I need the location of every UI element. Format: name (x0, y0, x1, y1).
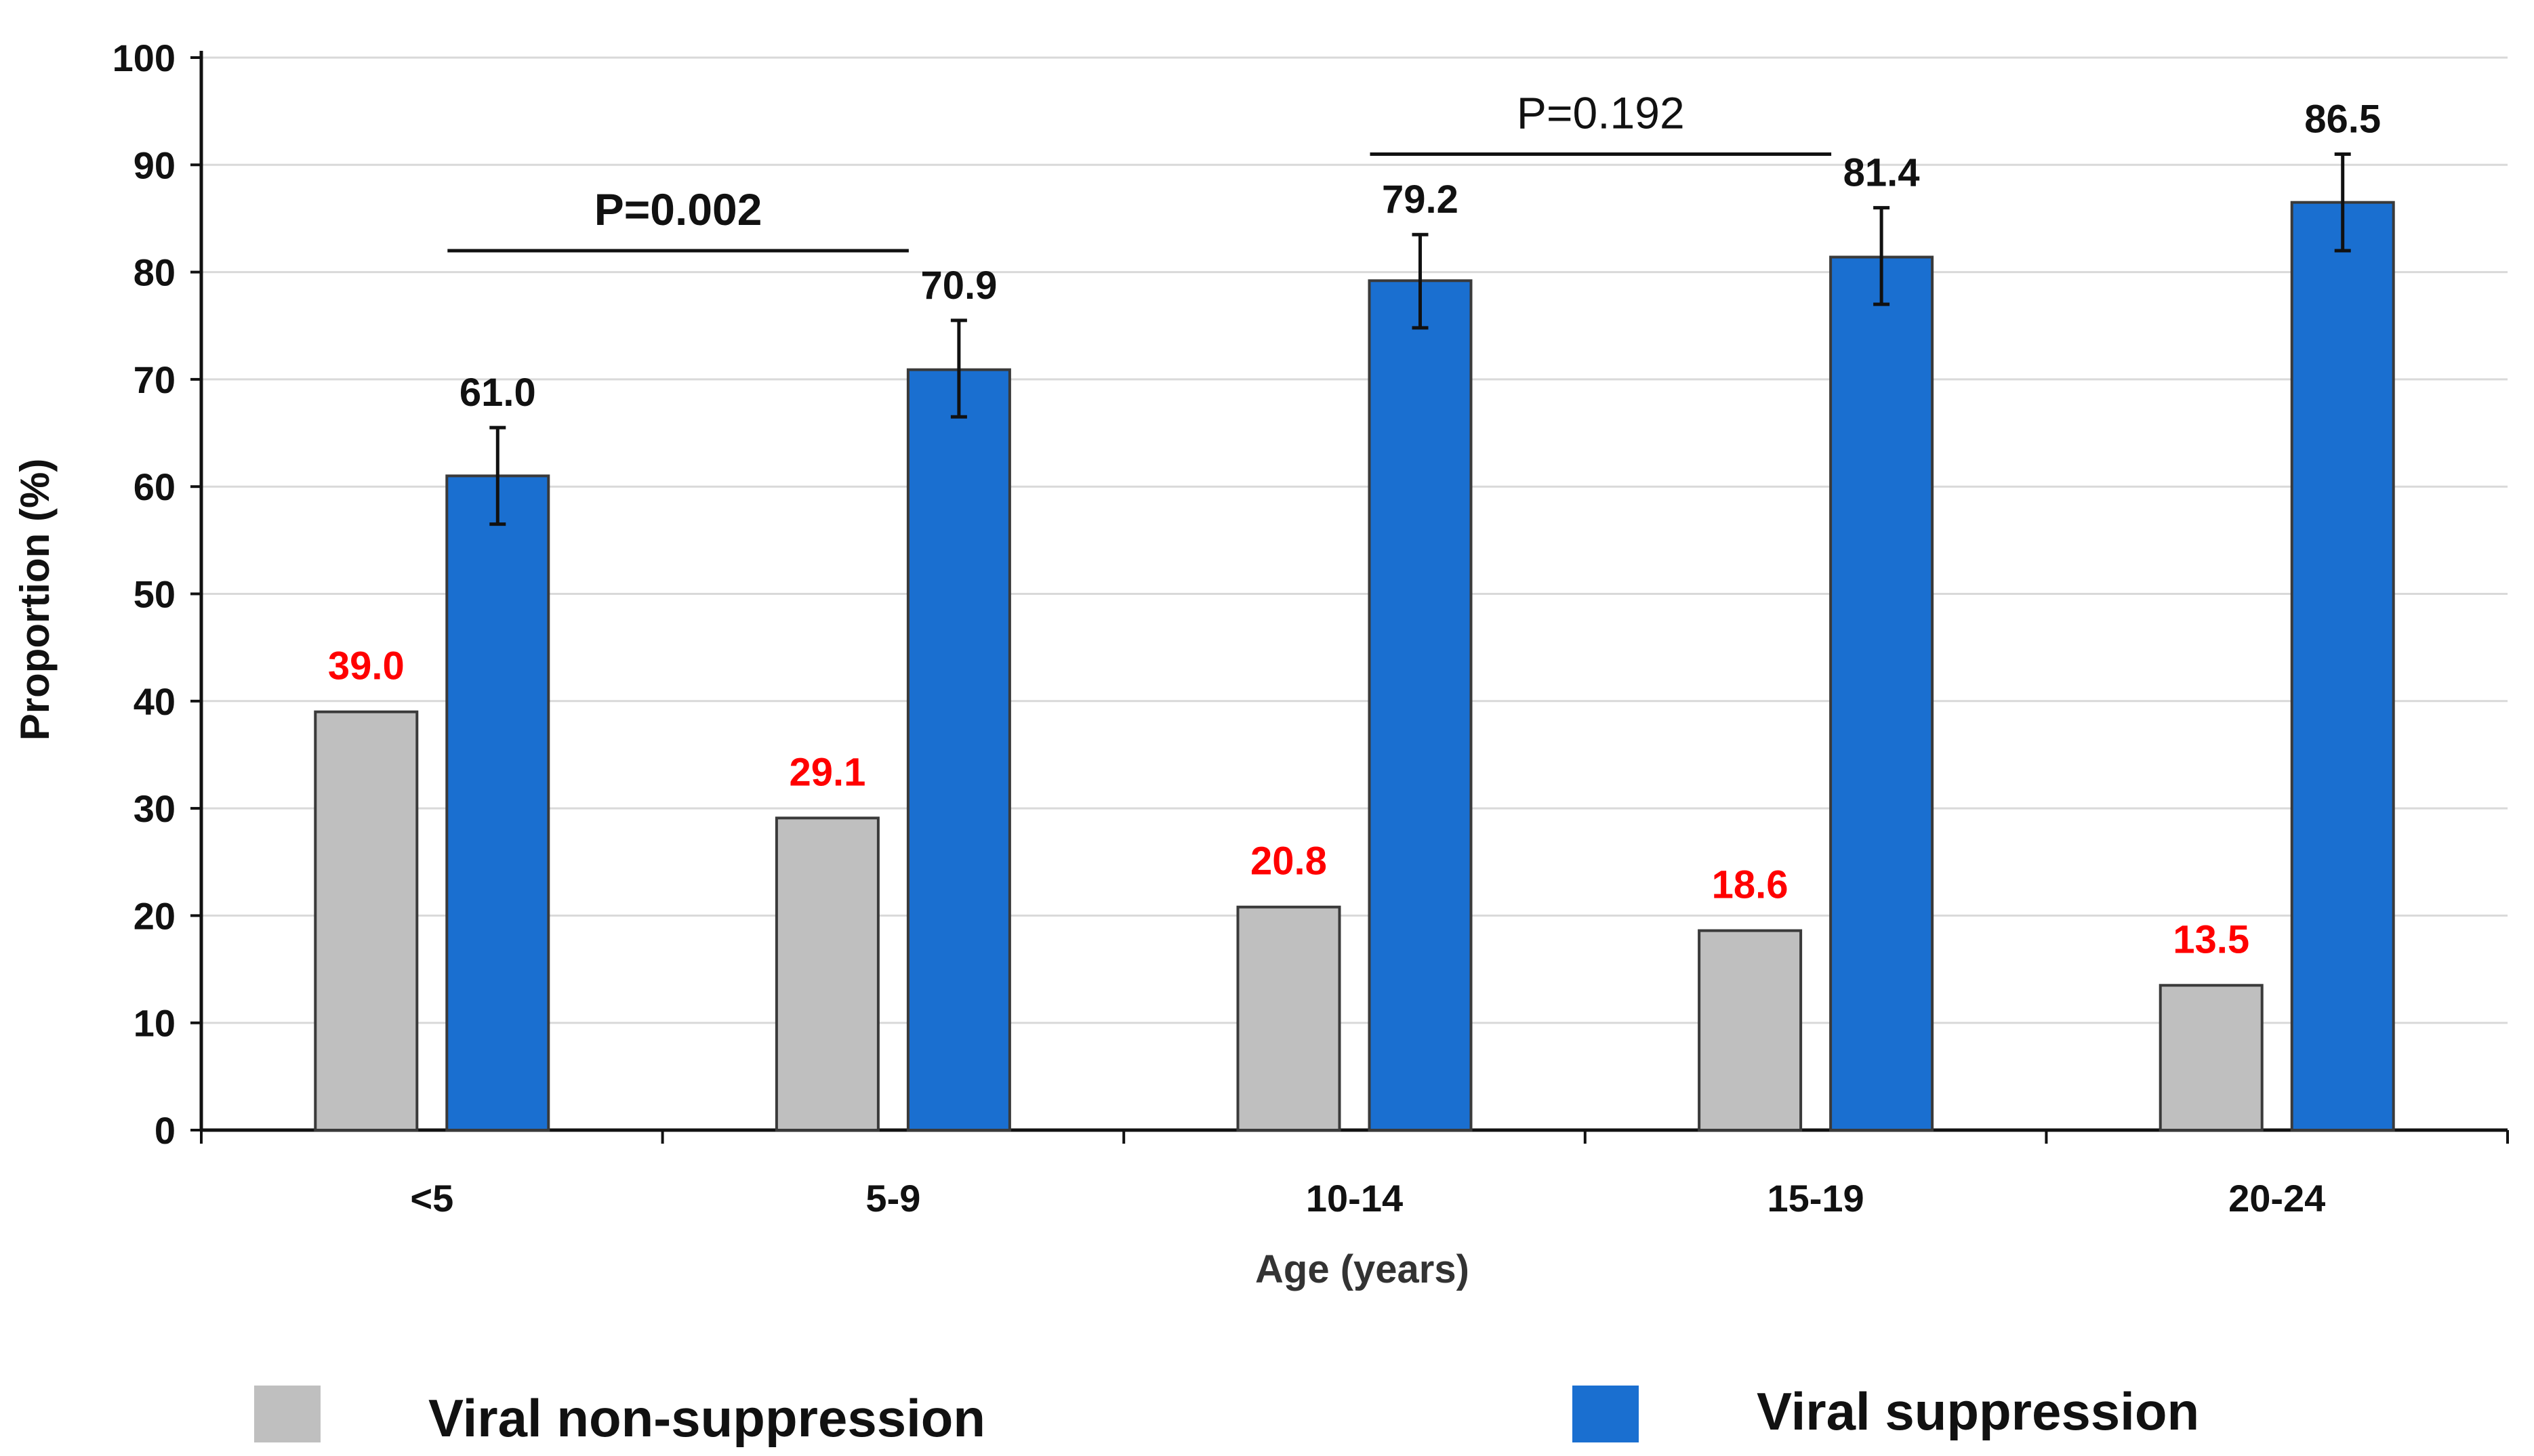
value-label-suppression: 70.9 (920, 264, 997, 308)
x-tick-label: 20-24 (2228, 1177, 2325, 1220)
p-value-label: P=0.192 (1517, 87, 1685, 138)
value-label-non-suppression: 29.1 (789, 750, 865, 794)
value-label-non-suppression: 18.6 (1712, 863, 1789, 907)
axes (199, 51, 2508, 1132)
gridlines (201, 56, 2508, 1024)
bar-suppression (445, 474, 550, 1131)
y-tick-label: 0 (155, 1109, 176, 1152)
legend-swatch-suppression (1572, 1386, 1639, 1442)
value-label-non-suppression: 39.0 (328, 644, 405, 688)
x-tick-label: 5-9 (865, 1177, 920, 1220)
x-axis-ticks: <5 5-9 10-14 15-19 20-24 (200, 1130, 2509, 1220)
error-bars (489, 152, 2351, 526)
bar-non-suppression (1698, 929, 1803, 1131)
y-axis-ticks: 0 10 20 30 40 50 60 70 80 90 100 (113, 37, 201, 1152)
significance-brackets: P=0.002 P=0.192 (447, 87, 1832, 253)
legend-label-non-suppression: Viral non-suppression (428, 1388, 985, 1448)
data-labels: 39.0 61.0 29.1 70.9 20.8 79.2 18.6 81.4 13.5 86.5 (328, 97, 2381, 961)
y-tick-label: 20 (134, 894, 176, 937)
y-tick-label: 90 (134, 144, 176, 186)
bar-suppression (1368, 279, 1473, 1131)
value-label-non-suppression: 20.8 (1250, 839, 1327, 883)
y-tick-label: 30 (134, 787, 176, 830)
y-tick-label: 40 (134, 680, 176, 723)
x-tick-label: 15-19 (1767, 1177, 1864, 1220)
bar-suppression (2290, 201, 2395, 1132)
y-tick-label: 10 (134, 1002, 176, 1045)
legend-swatch-non-suppression (254, 1386, 321, 1442)
y-tick-label: 60 (134, 465, 176, 508)
p-value-label: P=0.002 (594, 184, 762, 234)
bar-non-suppression (775, 816, 880, 1132)
bar-non-suppression (314, 710, 419, 1131)
bar-non-suppression (2159, 984, 2264, 1132)
y-tick-label: 70 (134, 358, 176, 401)
value-label-non-suppression: 13.5 (2173, 917, 2249, 961)
y-tick-label: 80 (134, 251, 176, 294)
y-tick-label: 100 (113, 37, 176, 79)
legend: Viral non-suppression Viral suppression (254, 1381, 2199, 1448)
bar-non-suppression (1236, 905, 1341, 1131)
value-label-suppression: 79.2 (1382, 178, 1458, 222)
y-axis-title: Proportion (%) (12, 459, 58, 741)
x-tick-label: <5 (410, 1177, 453, 1220)
x-tick-label: 10-14 (1306, 1177, 1403, 1220)
value-label-suppression: 86.5 (2304, 97, 2381, 141)
value-label-suppression: 61.0 (459, 371, 536, 415)
x-axis-title: Age (years) (1255, 1247, 1469, 1291)
bars (314, 201, 2395, 1132)
bar-suppression (906, 368, 1011, 1132)
y-tick-label: 50 (134, 573, 176, 616)
value-label-suppression: 81.4 (1843, 151, 1920, 195)
bar-suppression (1829, 255, 1934, 1131)
legend-label-suppression: Viral suppression (1757, 1381, 2199, 1441)
